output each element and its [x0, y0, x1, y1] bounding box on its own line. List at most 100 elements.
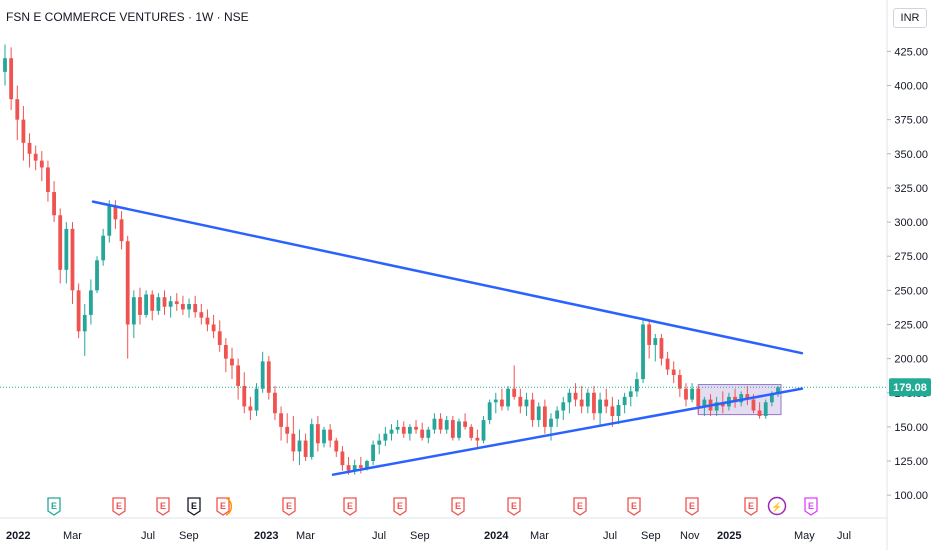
- candle-body[interactable]: [371, 444, 375, 462]
- earnings-event-icon[interactable]: [282, 497, 296, 516]
- candle-body[interactable]: [457, 421, 461, 438]
- candle-body[interactable]: [432, 418, 437, 430]
- candle-body[interactable]: [598, 399, 602, 414]
- candle-body[interactable]: [285, 426, 290, 434]
- candle-body[interactable]: [567, 392, 572, 403]
- candle-body[interactable]: [340, 451, 345, 466]
- candle-body[interactable]: [616, 405, 621, 416]
- candle-body[interactable]: [52, 192, 56, 216]
- candle-body[interactable]: [684, 388, 688, 400]
- candle-body[interactable]: [119, 219, 124, 242]
- candle-body[interactable]: [463, 421, 468, 427]
- candle-body[interactable]: [101, 235, 106, 261]
- candle-body[interactable]: [230, 358, 234, 366]
- candle-body[interactable]: [628, 391, 633, 397]
- split-event-icon[interactable]: [767, 496, 787, 516]
- candle-body[interactable]: [58, 215, 63, 270]
- candle-body[interactable]: [512, 388, 517, 397]
- candle-body[interactable]: [15, 99, 20, 120]
- candle-body[interactable]: [702, 399, 707, 407]
- earnings-event-icon[interactable]: [47, 497, 61, 516]
- candle-body[interactable]: [542, 406, 547, 427]
- candle-body[interactable]: [138, 297, 142, 315]
- candle-body[interactable]: [303, 440, 308, 457]
- earnings-event-icon[interactable]: [156, 497, 170, 516]
- candle-body[interactable]: [358, 465, 363, 468]
- candle-body[interactable]: [39, 160, 44, 168]
- candle-body[interactable]: [450, 420, 455, 438]
- candle-body[interactable]: [549, 418, 553, 427]
- candle-body[interactable]: [555, 410, 560, 419]
- candle-body[interactable]: [579, 399, 584, 407]
- candle-body[interactable]: [168, 301, 173, 307]
- candle-body[interactable]: [365, 461, 369, 468]
- candle-body[interactable]: [33, 153, 38, 161]
- earnings-event-icon[interactable]: [804, 497, 818, 516]
- earnings-event-icon[interactable]: [343, 497, 357, 516]
- candle-body[interactable]: [647, 324, 652, 345]
- candle-body[interactable]: [3, 58, 7, 72]
- candle-body[interactable]: [242, 385, 247, 407]
- earnings-event-icon[interactable]: [573, 497, 587, 516]
- candle-body[interactable]: [414, 426, 418, 430]
- candle-body[interactable]: [131, 297, 136, 325]
- candle-body[interactable]: [21, 119, 26, 143]
- candle-body[interactable]: [438, 418, 443, 430]
- candle-body[interactable]: [757, 410, 762, 416]
- candle-body[interactable]: [493, 399, 498, 403]
- candle-body[interactable]: [524, 399, 529, 407]
- candle-body[interactable]: [162, 297, 167, 307]
- candle-body[interactable]: [211, 324, 216, 332]
- candle-body[interactable]: [273, 392, 277, 414]
- candle-body[interactable]: [193, 304, 198, 313]
- candle-body[interactable]: [769, 394, 774, 403]
- candle-body[interactable]: [95, 260, 99, 291]
- earnings-event-icon[interactable]: [187, 497, 201, 516]
- candle-body[interactable]: [733, 396, 737, 403]
- candle-body[interactable]: [64, 228, 69, 270]
- candle-body[interactable]: [82, 314, 87, 332]
- candle-body[interactable]: [518, 396, 523, 407]
- candle-body[interactable]: [107, 205, 112, 236]
- candle-body[interactable]: [389, 429, 394, 434]
- candle-body[interactable]: [653, 338, 658, 345]
- candle-body[interactable]: [751, 399, 756, 411]
- candle-body[interactable]: [745, 394, 750, 400]
- candle-body[interactable]: [187, 304, 191, 310]
- earnings-event-icon[interactable]: [112, 497, 126, 516]
- candle-body[interactable]: [763, 402, 768, 416]
- candle-body[interactable]: [217, 331, 222, 345]
- candle-body[interactable]: [156, 297, 161, 311]
- candle-body[interactable]: [592, 392, 596, 414]
- candle-body[interactable]: [408, 426, 412, 434]
- candle-body[interactable]: [677, 375, 682, 389]
- candle-body[interactable]: [634, 379, 639, 392]
- candle-body[interactable]: [487, 402, 492, 421]
- candle-body[interactable]: [420, 429, 425, 438]
- candle-body[interactable]: [641, 324, 645, 380]
- candle-body[interactable]: [377, 440, 382, 445]
- candle-body[interactable]: [199, 312, 204, 318]
- candle-body[interactable]: [395, 426, 400, 430]
- candle-body[interactable]: [88, 290, 93, 315]
- symbol-title[interactable]: FSN E COMMERCE VENTURES · 1W · NSE: [6, 10, 249, 24]
- resistance-trendline[interactable]: [91, 200, 804, 355]
- candle-body[interactable]: [150, 294, 155, 311]
- candle-body[interactable]: [610, 406, 615, 416]
- support-trendline[interactable]: [331, 387, 804, 476]
- candle-body[interactable]: [315, 424, 320, 444]
- candle-body[interactable]: [181, 304, 185, 310]
- candle-body[interactable]: [279, 413, 283, 427]
- earnings-event-icon[interactable]: [744, 497, 758, 516]
- candle-body[interactable]: [622, 396, 627, 406]
- candle-body[interactable]: [266, 361, 271, 393]
- candle-body[interactable]: [144, 294, 149, 315]
- candle-body[interactable]: [46, 167, 50, 193]
- candle-body[interactable]: [297, 440, 302, 452]
- candle-body[interactable]: [475, 437, 480, 441]
- candle-body[interactable]: [260, 361, 265, 389]
- candle-body[interactable]: [70, 228, 75, 291]
- candle-body[interactable]: [9, 58, 14, 100]
- candle-body[interactable]: [696, 388, 701, 407]
